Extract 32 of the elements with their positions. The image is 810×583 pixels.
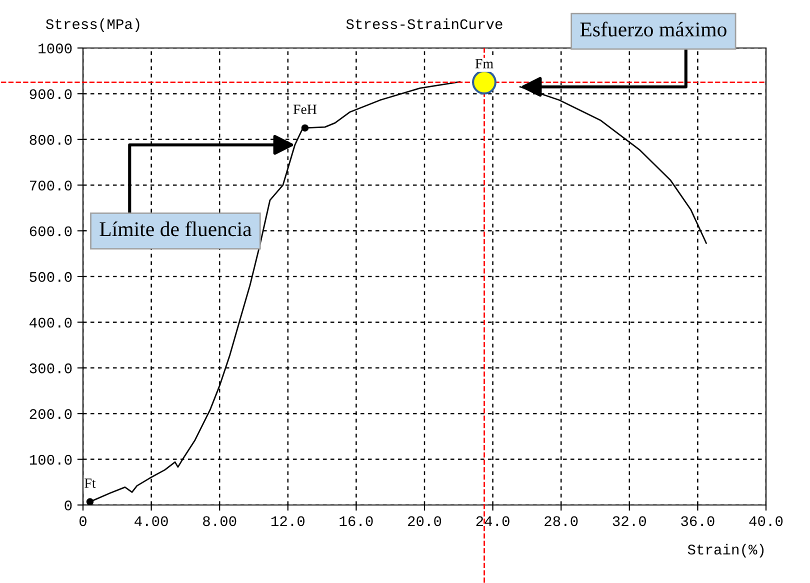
y-tick-label: 1000 [38,44,72,54]
annotation: FeH [293,104,317,114]
y-tick-label: 900.0 [30,89,72,100]
y-tick-label: 500.0 [30,272,72,282]
y-tick-label: 600.0 [30,226,72,236]
x-tick-label: 28.0 [544,516,578,526]
x-tick-label: 40.0 [749,516,783,526]
x-tick-label: 36.0 [681,516,714,526]
y-tick-label: 200.0 [30,409,72,420]
point [301,124,309,132]
x-tick-label: 4.00 [134,516,168,526]
point [86,498,94,505]
x-tick-label: 20.0 [408,516,442,526]
x-axis-title: Strain(%) [688,544,764,558]
annotation: Ft [84,478,96,488]
annotation: Fm [475,59,494,68]
y-tick-label: 400.0 [30,318,72,328]
x-tick-label: 12.0 [271,516,305,526]
annotation: Esfuerzo máximo [580,22,726,37]
y-tick-label: 700.0 [30,180,72,191]
y-axis-title: Stress(MPa) [46,18,140,32]
chart-title: Stress-StrainCurve [346,18,502,30]
y-tick-label: 100.0 [30,454,72,465]
annotation: Límite de fluencia [100,221,252,236]
x-tick-label: 0 [80,516,86,526]
y-tick-label: 0 [64,500,72,510]
point [472,70,497,95]
x-tick-label: 32.0 [612,516,646,526]
x-tick-label: 16.0 [340,516,373,526]
x-tick-label: 8.00 [203,516,236,526]
y-tick-label: 800.0 [30,134,72,145]
y-tick-label: 300.0 [30,363,72,374]
